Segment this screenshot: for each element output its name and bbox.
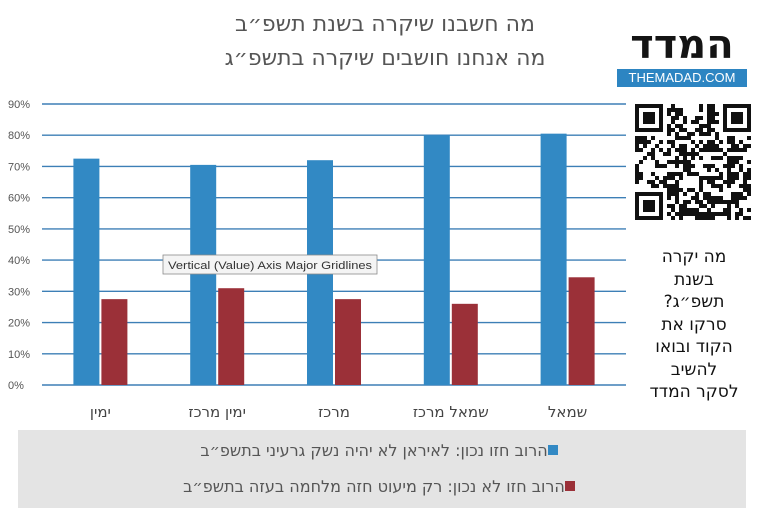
legend: הרוב חזו נכון: לאיראן לא יהיה נשק גרעיני… (18, 430, 746, 508)
bar-series-2 (451, 303, 478, 385)
x-tick-label: ימין (90, 403, 111, 421)
y-tick-label: 50% (8, 224, 30, 236)
y-tick-label: 80% (8, 130, 30, 142)
logo-name: המדד (630, 22, 734, 68)
y-tick-label: 90% (8, 99, 30, 111)
tooltip-text: Vertical (Value) Axis Major Gridlines (168, 260, 373, 272)
side-text-line: הקוד ובואו (655, 337, 733, 357)
logo: המדד THEMADAD.COM (613, 20, 751, 90)
side-text-line: להשיב (670, 359, 718, 380)
y-tick-label: 70% (8, 161, 30, 173)
bar-series-2 (335, 299, 361, 385)
logo-site: THEMADAD.COM (617, 69, 747, 87)
x-tick-label: שמאל (548, 403, 587, 421)
side-text-line: תשפ״ג? (663, 292, 725, 312)
title-line-2: מה אנחנו חושבים שיקרה בתשפ״ג (224, 46, 546, 71)
legend-item-series-1: הרוב חזו נכון: לאיראן לא יהיה נשק גרעיני… (38, 432, 728, 468)
y-tick-label: 60% (8, 193, 30, 205)
legend-label-series-2: הרוב חזו לא נכון: רק מיעוט חזה מלחמה בעז… (183, 476, 565, 496)
bar-series-1 (540, 133, 567, 385)
legend-swatch-series-2 (564, 481, 575, 491)
qr-code-icon (635, 104, 751, 220)
bar-series-2 (101, 299, 128, 385)
y-tick-label: 20% (8, 318, 30, 330)
side-text-line: סרקו את (661, 314, 727, 335)
y-tick-label: 40% (8, 255, 30, 267)
bar-series-2 (568, 277, 595, 385)
y-tick-label: 10% (8, 349, 30, 361)
side-text-line: מה יקרה (661, 247, 727, 267)
tooltip-box (162, 254, 378, 275)
side-text: מה יקרה בשנת תשפ״ג? סרקו את הקוד ובואו להשיב ל… (630, 246, 758, 404)
bar-series-2 (218, 288, 245, 385)
bar-chart: 0% 10% 20% 30% 40% 50% 60% 70% 80% 90% ימין ימין מר… (8, 99, 626, 421)
legend-label-series-1: הרוב חזו נכון: לאיראן לא יהיה נשק גרעיני… (200, 440, 548, 460)
x-tick-label: שמאל מרכז (413, 403, 489, 421)
y-tick-label: 0% (8, 380, 24, 392)
x-tick-label: מרכז (318, 403, 350, 421)
bar-series-1 (73, 158, 100, 385)
chart-title: מה חשבנו שיקרה בשנת תשפ״ב מה אנחנו חושבי… (180, 8, 590, 76)
legend-swatch-series-1 (547, 445, 558, 455)
side-text-line: לסקר המדד (649, 382, 739, 402)
y-tick-label: 30% (8, 286, 30, 298)
bar-series-1 (190, 164, 217, 385)
legend-item-series-2: הרוב חזו לא נכון: רק מיעוט חזה מלחמה בעז… (38, 468, 728, 504)
gridline-tooltip: Vertical (Value) Axis Major Gridlines (162, 254, 378, 275)
side-text-line: בשנת (674, 269, 714, 290)
bar-series-1 (423, 135, 450, 385)
x-tick-label: ימין מרכז (188, 403, 246, 421)
title-line-1: מה חשבנו שיקרה בשנת תשפ״ב (235, 12, 535, 37)
